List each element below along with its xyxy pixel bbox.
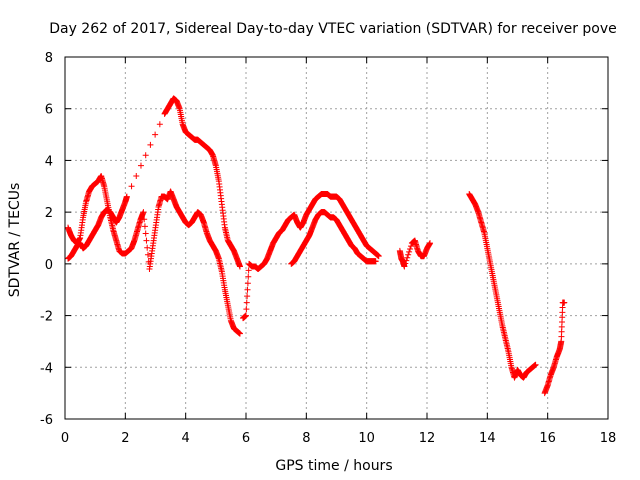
x-tick-label: 12: [419, 431, 436, 446]
x-tick-label: 4: [182, 431, 190, 446]
data-point: [141, 223, 148, 230]
data-point: [407, 243, 414, 250]
y-tick-label: 2: [45, 206, 53, 221]
data-point: [375, 253, 382, 260]
data-point: [123, 193, 130, 200]
data-point: [142, 230, 149, 237]
data-point: [236, 263, 243, 270]
data-point: [137, 162, 144, 169]
x-tick-label: 8: [302, 431, 310, 446]
data-point: [243, 312, 249, 319]
data-point: [156, 121, 163, 128]
data-point: [401, 263, 408, 270]
data-point: [427, 240, 434, 247]
data-point: [372, 258, 379, 265]
data-point: [402, 260, 409, 267]
x-tick-label: 2: [121, 431, 129, 446]
data-point: [407, 245, 414, 252]
x-tick-label: 6: [242, 431, 250, 446]
data-point: [141, 216, 148, 223]
data-point: [243, 306, 250, 313]
data-point: [403, 257, 410, 264]
data-point: [128, 183, 135, 190]
y-tick-label: 6: [45, 103, 53, 118]
y-tick-label: 4: [45, 154, 53, 169]
data-point: [405, 251, 412, 258]
data-point: [532, 361, 539, 368]
data-point: [244, 280, 251, 287]
x-tick-label: 16: [539, 431, 556, 446]
data-point: [243, 299, 250, 306]
series-track-g: [541, 299, 568, 397]
data-point: [244, 293, 251, 300]
data-point: [561, 299, 568, 306]
chart-title: Day 262 of 2017, Sidereal Day-to-day VTE…: [49, 21, 617, 37]
axis-ticks: 0 2 4 6 8 10 12 14 16 18 -6 -4 -2 0 2 4 6 8: [40, 51, 616, 446]
series-track-f: [466, 191, 539, 381]
plot-frame: [64, 56, 609, 420]
x-tick-label: 14: [479, 431, 496, 446]
y-tick-label: -2: [40, 310, 53, 325]
data-points: [65, 95, 568, 397]
data-point: [143, 237, 150, 244]
x-axis-label: GPS time / hours: [275, 458, 392, 474]
x-tick-label: 10: [358, 431, 375, 446]
data-point: [404, 254, 411, 261]
data-point: [144, 251, 151, 258]
data-point: [406, 248, 413, 255]
series-track-d: [288, 209, 379, 267]
data-point: [244, 286, 251, 293]
data-point: [144, 244, 151, 251]
data-point: [245, 267, 252, 274]
data-point: [152, 131, 159, 138]
data-point: [133, 172, 140, 179]
data-point: [245, 273, 252, 280]
series-track-e: [396, 237, 434, 270]
series-track-a: [65, 172, 243, 337]
data-point: [236, 330, 243, 337]
y-tick-label: 0: [45, 258, 53, 273]
y-tick-label: 8: [45, 51, 53, 66]
x-tick-label: 0: [61, 431, 69, 446]
y-tick-label: -6: [40, 413, 53, 428]
data-point: [142, 152, 149, 159]
x-tick-label: 18: [600, 431, 617, 446]
data-point: [140, 209, 147, 216]
series-track-c: [239, 191, 382, 322]
data-point: [147, 141, 154, 148]
y-tick-label: -4: [40, 361, 53, 376]
y-axis-label: SDTVAR / TECUs: [7, 183, 23, 298]
series-track-b: [65, 95, 243, 270]
